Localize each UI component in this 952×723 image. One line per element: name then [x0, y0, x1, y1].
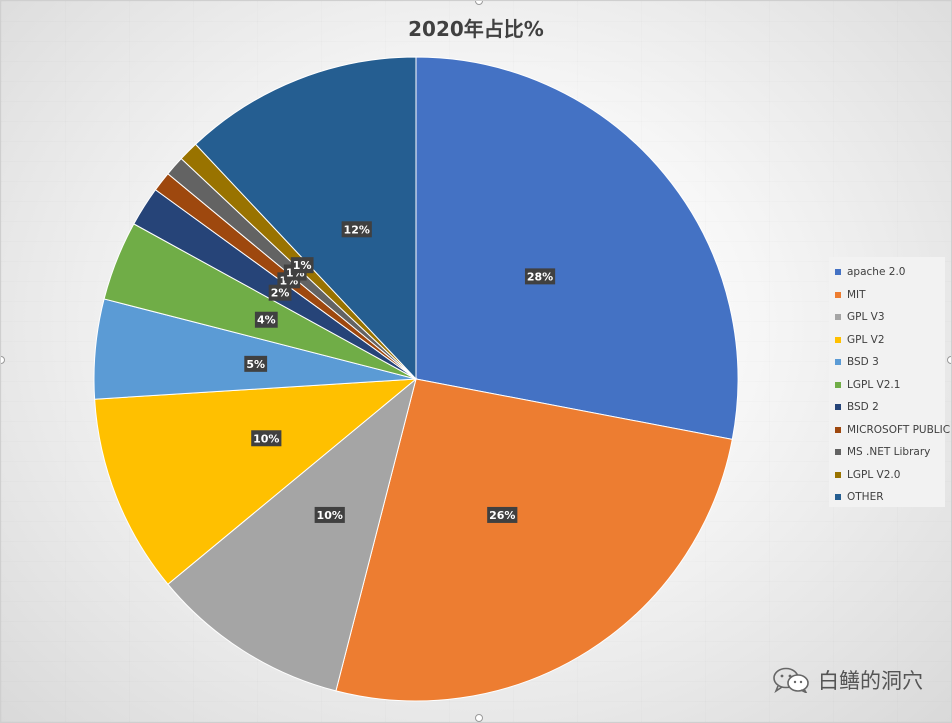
legend-swatch	[835, 449, 841, 456]
data-label-gpl-v2: 10%	[251, 430, 282, 447]
legend-swatch	[835, 269, 841, 276]
legend-swatch	[835, 426, 841, 433]
legend-label: MICROSOFT PUBLIC	[847, 423, 951, 436]
legend-item-other[interactable]: OTHER	[835, 486, 945, 509]
data-label-box	[251, 430, 282, 447]
data-label-text: 28%	[527, 270, 553, 283]
data-label-text: 12%	[344, 223, 370, 236]
pie-slice-apache-2-0[interactable]	[415, 56, 739, 440]
legend-item-ms-net-library[interactable]: MS .NET Library	[835, 441, 945, 464]
pie-slice-gpl-v2[interactable]	[94, 378, 418, 585]
pie-slice-other[interactable]	[194, 56, 417, 381]
resize-handle-right[interactable]	[947, 356, 951, 364]
data-label-box	[290, 257, 314, 274]
legend-swatch	[835, 359, 841, 366]
resize-handle-bottom[interactable]	[475, 714, 483, 722]
legend-swatch	[835, 314, 841, 321]
legend-item-bsd-3[interactable]: BSD 3	[835, 351, 945, 374]
legend-label: MIT	[847, 288, 866, 301]
data-label-lgpl-v2-0: 1%	[290, 257, 314, 274]
data-label-lgpl-v2-1: 4%	[254, 311, 278, 328]
legend-label: apache 2.0	[847, 266, 906, 279]
legend-label: BSD 3	[847, 356, 879, 369]
data-label-box	[487, 506, 518, 523]
legend-item-lgpl-v2-1[interactable]: LGPL V2.1	[835, 374, 945, 397]
data-label-bsd-2: 2%	[268, 284, 292, 301]
data-label-box	[254, 311, 278, 328]
chart-legend[interactable]: apache 2.0 MIT GPL V3 GPL V2 BSD 3 LGPL V2.1 B…	[829, 257, 950, 509]
data-label-gpl-v3: 10%	[314, 506, 345, 523]
legend-label: GPL V2	[847, 333, 885, 346]
legend-label: LGPL V2.1	[847, 378, 901, 391]
legend-item-gpl-v2[interactable]: GPL V2	[835, 329, 945, 352]
wechat-icon	[773, 667, 809, 693]
chart-title: 2020年占比%	[408, 17, 544, 41]
legend-label: MS .NET Library	[847, 446, 931, 459]
pie-slice-gpl-v3[interactable]	[167, 377, 417, 692]
data-label-text: 26%	[489, 509, 515, 522]
legend-item-gpl-v3[interactable]: GPL V3	[835, 306, 945, 329]
watermark-text: 白鳝的洞穴	[818, 669, 923, 693]
data-label-text: 5%	[246, 358, 265, 371]
data-label-text: 10%	[317, 509, 343, 522]
data-label-apache-2-0: 28%	[524, 268, 556, 285]
legend-swatch	[835, 471, 841, 478]
legend-label: GPL V3	[847, 311, 885, 324]
data-label-bsd-3: 5%	[244, 355, 268, 372]
data-label-text: 10%	[253, 432, 279, 445]
legend-item-apache-2-0[interactable]: apache 2.0	[835, 261, 945, 284]
data-label-box	[524, 268, 556, 285]
data-label-text: 1%	[293, 259, 312, 272]
data-label-box	[314, 506, 345, 523]
legend-item-bsd-2[interactable]: BSD 2	[835, 396, 945, 419]
data-label-other: 12%	[341, 221, 372, 238]
legend-swatch	[835, 494, 841, 501]
legend-swatch	[835, 404, 841, 411]
data-label-box	[341, 221, 372, 238]
legend-label: BSD 2	[847, 401, 879, 414]
data-label-box	[244, 355, 268, 372]
legend-item-lgpl-v2-0[interactable]: LGPL V2.0	[835, 464, 945, 487]
legend-item-microsoft-public[interactable]: MICROSOFT PUBLIC	[835, 419, 950, 442]
data-label-text: 4%	[257, 314, 276, 327]
pie-slice-mit[interactable]	[335, 378, 733, 702]
legend-swatch	[835, 291, 841, 298]
watermark: 白鳝的洞穴	[772, 665, 923, 695]
legend-label: OTHER	[847, 491, 884, 504]
legend-swatch	[835, 336, 841, 343]
data-label-text: 2%	[271, 287, 290, 300]
legend-item-mit[interactable]: MIT	[835, 284, 945, 307]
legend-label: LGPL V2.0	[847, 468, 901, 481]
legend-swatch	[835, 381, 841, 388]
data-label-mit: 26%	[487, 506, 518, 523]
data-label-box	[268, 284, 292, 301]
